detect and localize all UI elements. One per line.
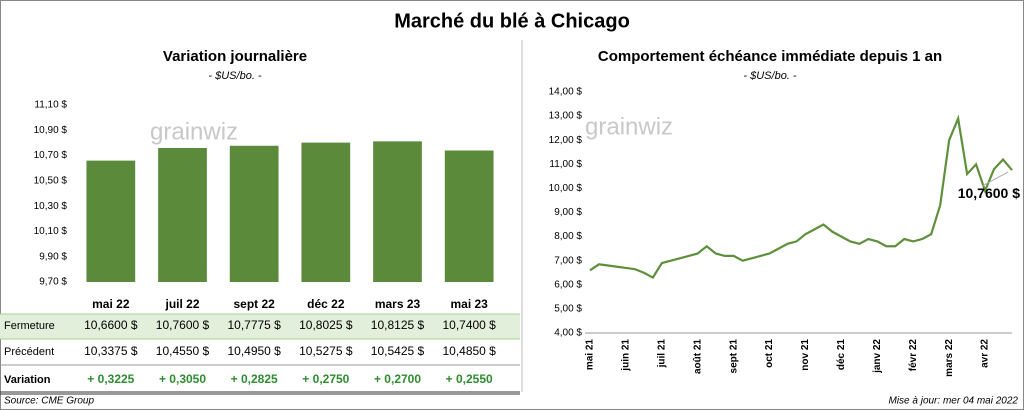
label-leader <box>981 171 1009 187</box>
updated: Mise à jour: mer 04 mai 2022 <box>888 396 1018 407</box>
bar <box>158 147 207 282</box>
value-label: 10,7600 $ <box>958 185 1020 201</box>
bar <box>301 142 351 282</box>
x-tick-label: févr 22 <box>908 339 919 372</box>
bar <box>444 150 494 282</box>
main-title: Marché du blé à Chicago <box>394 10 630 32</box>
cell: + 0,2825 <box>231 372 278 386</box>
x-tick-label: juil 22 <box>164 297 199 311</box>
cell: + 0,2550 <box>446 372 493 386</box>
y-tick-label: 5,00 $ <box>554 304 582 315</box>
cell: 10,4550 $ <box>156 344 210 358</box>
row-label: Précédent <box>4 346 54 358</box>
chart-subtitle: - $US/bo. - <box>208 70 262 82</box>
chart-title: Comportement échéance immédiate depuis 1… <box>598 48 942 65</box>
bar <box>373 141 422 282</box>
y-tick-label: 10,10 $ <box>34 226 68 237</box>
y-tick-label: 9,00 $ <box>554 207 582 218</box>
cell: + 0,3225 <box>87 372 134 386</box>
x-tick-label: oct 21 <box>764 339 775 368</box>
y-tick-label: 10,90 $ <box>34 125 68 136</box>
x-tick-label: mai 23 <box>450 297 488 311</box>
x-tick-label: mai 22 <box>92 297 130 311</box>
y-tick-label: 7,00 $ <box>554 255 582 266</box>
cell: 10,6600 $ <box>84 318 138 332</box>
chart-title: Variation journalière <box>163 48 307 65</box>
y-tick-label: 4,00 $ <box>554 328 582 339</box>
bar <box>229 145 279 282</box>
source: Source: CME Group <box>4 396 94 407</box>
y-tick-label: 9,70 $ <box>39 277 67 288</box>
x-tick-label: mars 22 <box>944 339 955 377</box>
y-tick-label: 9,90 $ <box>39 251 67 262</box>
y-tick-label: 11,00 $ <box>549 159 582 170</box>
y-tick-label: 10,30 $ <box>34 201 68 212</box>
cell: + 0,2750 <box>302 372 349 386</box>
row-label: Fermeture <box>4 320 55 332</box>
x-tick-label: sept 21 <box>728 339 739 374</box>
y-tick-label: 10,70 $ <box>34 150 68 161</box>
cell: 10,7600 $ <box>156 318 210 332</box>
y-tick-label: 14,00 $ <box>549 87 583 98</box>
y-tick-label: 11,10 $ <box>34 100 67 111</box>
cell: + 0,2700 <box>374 372 421 386</box>
watermark: grainwiz <box>585 113 673 140</box>
chart-subtitle: - $US/bo. - <box>743 70 797 82</box>
x-tick-label: sept 22 <box>233 297 275 311</box>
x-tick-label: août 21 <box>692 339 703 374</box>
x-tick-label: déc 21 <box>836 339 847 371</box>
x-tick-label: mars 23 <box>375 297 421 311</box>
bar <box>86 160 136 282</box>
cell: 10,5425 $ <box>371 344 425 358</box>
cell: 10,4950 $ <box>227 344 281 358</box>
cell: 10,4850 $ <box>442 344 496 358</box>
y-tick-label: 13,00 $ <box>549 111 583 122</box>
cell: 10,7400 $ <box>442 318 496 332</box>
cell: 10,3375 $ <box>84 344 138 358</box>
cell: 10,5275 $ <box>299 344 353 358</box>
watermark: grainwiz <box>150 118 238 145</box>
line <box>589 114 1013 280</box>
x-tick-label: janv 22 <box>872 339 883 374</box>
x-tick-label: nov 21 <box>800 339 811 371</box>
y-tick-label: 12,00 $ <box>549 135 583 146</box>
cell: 10,8025 $ <box>299 318 353 332</box>
y-tick-label: 8,00 $ <box>554 231 582 242</box>
x-tick-label: juin 21 <box>621 339 632 372</box>
cell: 10,7775 $ <box>227 318 281 332</box>
y-tick-label: 10,00 $ <box>549 183 583 194</box>
x-tick-label: avr 22 <box>980 339 991 368</box>
x-tick-label: déc 22 <box>307 297 345 311</box>
y-tick-label: 6,00 $ <box>554 279 582 290</box>
row-label: Variation <box>4 374 51 386</box>
x-tick-label: mai 21 <box>585 339 596 371</box>
x-tick-label: juil 21 <box>656 339 667 369</box>
cell: + 0,3050 <box>159 372 206 386</box>
cell: 10,8125 $ <box>371 318 425 332</box>
row-highlight <box>0 314 520 339</box>
y-tick-label: 10,50 $ <box>34 175 68 186</box>
